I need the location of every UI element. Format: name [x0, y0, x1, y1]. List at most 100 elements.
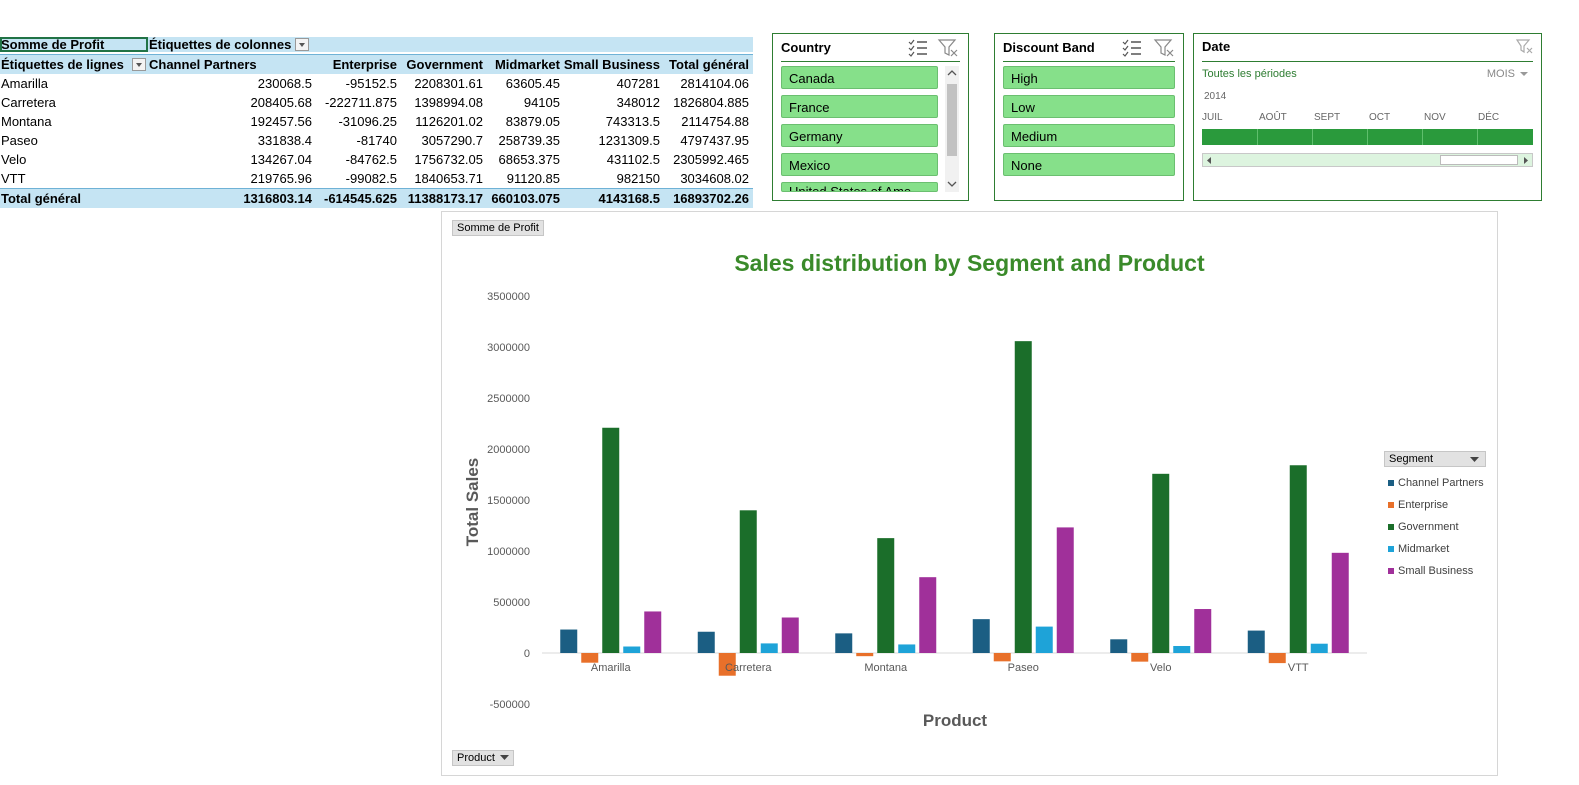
column-labels-cell[interactable]: Étiquettes de colonnes: [148, 37, 753, 52]
bar-government-montana[interactable]: [877, 538, 895, 653]
pivot-cell[interactable]: -99082.5: [345, 171, 397, 186]
pivot-cell[interactable]: 219765.96: [250, 171, 312, 186]
bar-midmarket-paseo[interactable]: [1035, 626, 1053, 653]
pivot-cell[interactable]: 208405.68: [250, 95, 312, 110]
pivot-cell[interactable]: -84762.5: [345, 152, 397, 167]
pivot-cell[interactable]: 982150: [616, 171, 660, 186]
timeline-month[interactable]: DÉC: [1478, 112, 1500, 123]
bar-small-business-velo[interactable]: [1194, 609, 1212, 653]
bar-government-amarilla[interactable]: [602, 427, 620, 653]
pivot-cell[interactable]: 94105: [523, 95, 560, 110]
slicer-item-france[interactable]: France: [781, 95, 938, 118]
row-label[interactable]: VTT: [1, 171, 26, 186]
row-labels-cell[interactable]: Étiquettes de lignes: [0, 57, 148, 72]
pivot-cell[interactable]: 3034608.02: [680, 171, 749, 186]
total-cell[interactable]: 16893702.26: [673, 191, 749, 206]
timeline-month[interactable]: NOV: [1424, 112, 1446, 123]
bar-enterprise-vtt[interactable]: [1268, 653, 1286, 664]
slicer-item-canada[interactable]: Canada: [781, 66, 938, 89]
bar-channel-partners-velo[interactable]: [1110, 639, 1128, 653]
col-header[interactable]: Total général: [669, 57, 749, 72]
pivot-cell[interactable]: 258739.35: [498, 133, 560, 148]
pivot-cell[interactable]: 1126201.02: [415, 114, 483, 129]
timeline-scroll-thumb[interactable]: [1440, 155, 1518, 165]
row-label[interactable]: Amarilla: [1, 76, 48, 91]
pivot-cell[interactable]: -31096.25: [338, 114, 397, 129]
legend-item[interactable]: Small Business: [1388, 560, 1484, 582]
pivot-cell[interactable]: 431102.5: [606, 152, 660, 167]
scroll-right-icon[interactable]: [1522, 156, 1530, 165]
bar-enterprise-montana[interactable]: [856, 653, 874, 657]
pivot-cell[interactable]: 230068.5: [257, 76, 312, 91]
column-filter-dropdown-icon[interactable]: [295, 38, 310, 51]
timeline-month[interactable]: SEPT: [1314, 112, 1341, 123]
bar-enterprise-amarilla[interactable]: [581, 653, 599, 663]
pivot-cell[interactable]: 83879.05: [505, 114, 560, 129]
total-cell[interactable]: -614545.625: [323, 191, 397, 206]
pivot-cell[interactable]: 2305992.465: [673, 152, 749, 167]
country-slicer[interactable]: Country Canada France Germany Mexico Uni…: [772, 33, 969, 201]
bar-channel-partners-montana[interactable]: [835, 633, 853, 653]
pivot-cell[interactable]: 1398994.08: [414, 95, 483, 110]
multi-select-icon[interactable]: [907, 38, 929, 58]
pivot-cell[interactable]: 348012: [616, 95, 660, 110]
axis-field-button[interactable]: Product: [452, 750, 514, 766]
pivot-cell[interactable]: -222711.875: [324, 95, 397, 110]
pivot-cell[interactable]: 134267.04: [250, 152, 312, 167]
bar-government-vtt[interactable]: [1289, 465, 1307, 653]
pivot-cell[interactable]: 91120.85: [506, 171, 560, 186]
col-header[interactable]: Small Business: [563, 57, 660, 72]
clear-filter-icon[interactable]: [1153, 38, 1175, 58]
row-label[interactable]: Carretera: [1, 95, 56, 110]
timeline-level-selector[interactable]: MOIS: [1487, 68, 1529, 80]
bar-enterprise-carretera[interactable]: [718, 653, 736, 676]
bar-small-business-paseo[interactable]: [1056, 527, 1074, 653]
bar-channel-partners-vtt[interactable]: [1247, 630, 1265, 653]
value-field-label[interactable]: Somme de Profit: [0, 37, 148, 52]
legend-item[interactable]: Midmarket: [1388, 538, 1484, 560]
pivot-cell[interactable]: 743313.5: [605, 114, 660, 129]
scroll-up-icon[interactable]: [947, 69, 957, 77]
pivot-cell[interactable]: 331838.4: [257, 133, 312, 148]
pivot-cell[interactable]: 2114754.88: [681, 114, 749, 129]
timeline-month[interactable]: JUIL: [1202, 112, 1223, 123]
row-label[interactable]: Montana: [1, 114, 52, 129]
scroll-down-icon[interactable]: [947, 180, 957, 188]
pivot-cell[interactable]: 2814104.06: [680, 76, 749, 91]
total-cell[interactable]: 1316803.14: [243, 191, 312, 206]
timeline-scrollbar[interactable]: [1202, 153, 1533, 167]
pivot-cell[interactable]: -81740: [356, 133, 397, 148]
pivot-cell[interactable]: 1840653.71: [414, 171, 483, 186]
timeline-month[interactable]: AOÛT: [1259, 112, 1287, 123]
bar-midmarket-carretera[interactable]: [760, 643, 778, 653]
pivot-cell[interactable]: 3057290.7: [421, 133, 483, 148]
slicer-item-united-states[interactable]: United States of Ame: [781, 182, 938, 192]
timeline-selection-bar[interactable]: [1202, 129, 1533, 145]
total-cell[interactable]: 660103.075: [491, 191, 560, 206]
pivot-cell[interactable]: 1756732.05: [414, 152, 483, 167]
slicer-item-low[interactable]: Low: [1003, 95, 1175, 118]
row-label[interactable]: Velo: [1, 152, 27, 167]
bar-channel-partners-carretera[interactable]: [697, 631, 715, 653]
total-cell[interactable]: 11388173.17: [407, 191, 483, 206]
bar-enterprise-velo[interactable]: [1131, 653, 1149, 662]
legend-field-button[interactable]: Segment: [1384, 451, 1486, 467]
slicer-item-mexico[interactable]: Mexico: [781, 153, 938, 176]
pivot-cell[interactable]: 1231309.5: [598, 133, 660, 148]
slicer-item-high[interactable]: High: [1003, 66, 1175, 89]
bar-midmarket-vtt[interactable]: [1310, 643, 1328, 653]
clear-filter-icon[interactable]: [937, 38, 959, 58]
slicer-item-none[interactable]: None: [1003, 153, 1175, 176]
bar-midmarket-montana[interactable]: [898, 644, 916, 653]
col-header[interactable]: Government: [406, 57, 483, 72]
legend-item[interactable]: Enterprise: [1388, 494, 1484, 516]
col-header[interactable]: Midmarket: [494, 57, 560, 72]
bar-channel-partners-amarilla[interactable]: [560, 629, 578, 653]
timeline-month[interactable]: OCT: [1369, 112, 1391, 123]
bar-channel-partners-paseo[interactable]: [972, 619, 990, 653]
date-timeline[interactable]: Date Toutes les périodes MOIS 2014 JUIL …: [1193, 33, 1542, 201]
pivot-cell[interactable]: 2208301.61: [414, 76, 483, 91]
multi-select-icon[interactable]: [1121, 38, 1143, 58]
value-field-button[interactable]: Somme de Profit: [452, 220, 544, 236]
row-filter-dropdown-icon[interactable]: [132, 58, 146, 71]
